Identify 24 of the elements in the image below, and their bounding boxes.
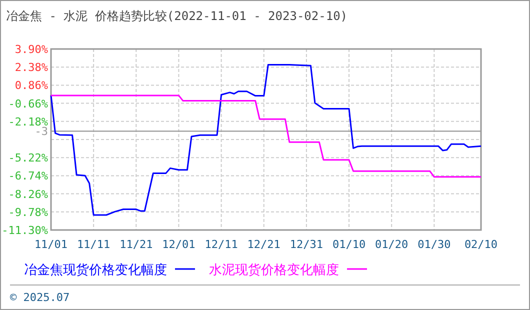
y-tick-label: -8.26% — [8, 188, 48, 201]
x-tick-label: 11/11 — [77, 238, 110, 251]
y-tick-label: -9.78% — [8, 206, 48, 219]
x-tick-label: 12/21 — [247, 238, 280, 251]
x-tick-label: 01/30 — [418, 238, 451, 251]
legend-label: 水泥现货价格变化幅度 — [209, 262, 339, 278]
x-tick-label: 12/11 — [204, 238, 238, 251]
y-tick-label: -0.66% — [8, 97, 48, 110]
y-tick-label: 2.38% — [14, 61, 48, 74]
x-tick-label: 01/10 — [332, 238, 366, 251]
legend-label: 冶金焦现货价格变化幅度 — [24, 262, 167, 278]
y-tick-label: -5.22% — [8, 152, 48, 165]
chart-title: 冶金焦 - 水泥 价格趋势比较(2022-11-01 - 2023-02-10) — [6, 9, 348, 23]
x-tick-label: 11/01 — [34, 238, 68, 251]
x-tick-label: 01/20 — [375, 238, 408, 251]
x-tick-label: 02/10 — [464, 238, 498, 251]
y-tick-label: 0.86% — [14, 79, 48, 92]
y-tick-label: -6.74% — [8, 170, 48, 183]
x-tick-label: 12/01 — [162, 238, 196, 251]
x-tick-label: 12/31 — [290, 238, 324, 251]
y-tick-label: 3.90% — [14, 43, 48, 56]
y-tick-label: -11.30% — [2, 224, 48, 237]
x-tick-label: 11/21 — [120, 238, 153, 251]
text: © 2025.07 — [10, 291, 70, 304]
